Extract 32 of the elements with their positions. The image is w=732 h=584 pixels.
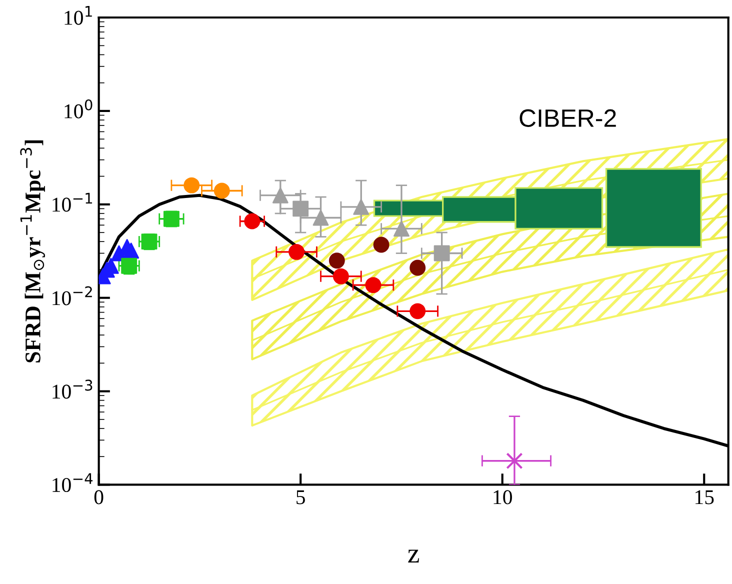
point <box>410 260 426 276</box>
point <box>506 452 523 470</box>
point <box>312 210 329 226</box>
y-tick-label: 10$^{1}$ <box>64 6 92 25</box>
point <box>272 187 288 204</box>
point <box>393 220 410 237</box>
point <box>353 198 370 215</box>
point <box>373 236 390 253</box>
point <box>410 303 426 320</box>
x-tick-label: 0 <box>94 490 104 504</box>
y-tick-label: 10$^{0}$ <box>64 99 92 118</box>
point <box>121 258 138 274</box>
x-axis-title: z <box>408 550 419 562</box>
y-tick-label: 10$^{−1}$ <box>52 192 92 212</box>
x-tick-label: 15 <box>696 490 714 504</box>
y-tick-label: 10$^{−3}$ <box>52 380 92 399</box>
x-tick-label: 5 <box>296 490 305 504</box>
x-tick-label: 10 <box>494 490 512 504</box>
y-tick-label: 10$^{−2}$ <box>52 286 92 306</box>
point <box>184 177 200 194</box>
point <box>288 244 305 260</box>
annotation: CIBER-2 <box>520 109 616 128</box>
point <box>332 268 349 284</box>
point <box>434 245 450 262</box>
point <box>244 213 260 230</box>
point <box>123 242 140 259</box>
y-axis-title: SFRD [M$_{⊙}$yr$^{−1}$Mpc$^{−3}$] <box>20 140 46 362</box>
y-tick-label: 10$^{−4}$ <box>52 473 93 492</box>
point <box>292 200 309 217</box>
point <box>365 277 382 294</box>
point <box>328 252 345 269</box>
point <box>214 182 230 199</box>
